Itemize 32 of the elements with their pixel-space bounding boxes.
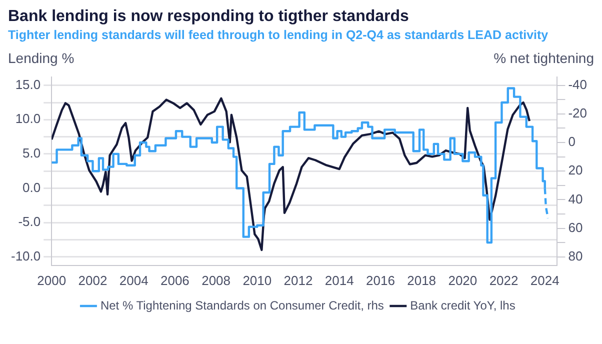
x-tick-label: 2016 bbox=[366, 272, 395, 288]
y-tick-label: -10.0 bbox=[10, 248, 41, 264]
y-tick-label: 0.0 bbox=[22, 180, 41, 195]
y2-tick-label: -40 bbox=[568, 76, 588, 92]
legend-label: Bank credit YoY, lhs bbox=[410, 298, 516, 312]
x-tick-label: 2000 bbox=[37, 272, 66, 288]
y-axis-title: Lending % bbox=[8, 50, 74, 66]
x-tick-label: 2010 bbox=[242, 272, 272, 288]
x-tick-label: 2018 bbox=[407, 272, 436, 288]
chart-subtitle: Tighter lending standards will feed through to lending in Q2-Q4 as standards LEAD activity bbox=[8, 28, 550, 42]
y-tick-label: 5.0 bbox=[22, 146, 41, 161]
y2-tick-label: -20 bbox=[568, 106, 588, 121]
x-tick-label: 2006 bbox=[160, 272, 190, 288]
x-tick-label: 2014 bbox=[324, 272, 354, 288]
chart-title: Bank lending is now responding to tigther standards bbox=[8, 8, 410, 26]
y-tick-label: 10.0 bbox=[15, 111, 41, 126]
y-tick-label: -5.0 bbox=[18, 214, 41, 230]
x-tick-label: 2002 bbox=[78, 272, 108, 288]
x-tick-label: 2022 bbox=[489, 272, 518, 288]
x-tick-label: 2008 bbox=[202, 272, 231, 288]
y2-tick-label: 60 bbox=[568, 220, 583, 235]
x-tick-label: 2012 bbox=[284, 272, 313, 288]
y2-tick-label: 40 bbox=[568, 191, 583, 206]
x-tick-label: 2020 bbox=[448, 272, 478, 288]
y-tick-label: 15.0 bbox=[15, 76, 41, 92]
legend-label: Net % Tightening Standards on Consumer Credit, rhs bbox=[100, 298, 384, 312]
x-tick-label: 2004 bbox=[119, 272, 148, 288]
y2-tick-label: 20 bbox=[568, 162, 583, 178]
y2-tick-label: 80 bbox=[568, 248, 583, 264]
y2-axis-title: % net tightening bbox=[494, 50, 594, 66]
y2-tick-label: 0 bbox=[568, 134, 576, 150]
x-tick-label: 2024 bbox=[530, 272, 560, 288]
